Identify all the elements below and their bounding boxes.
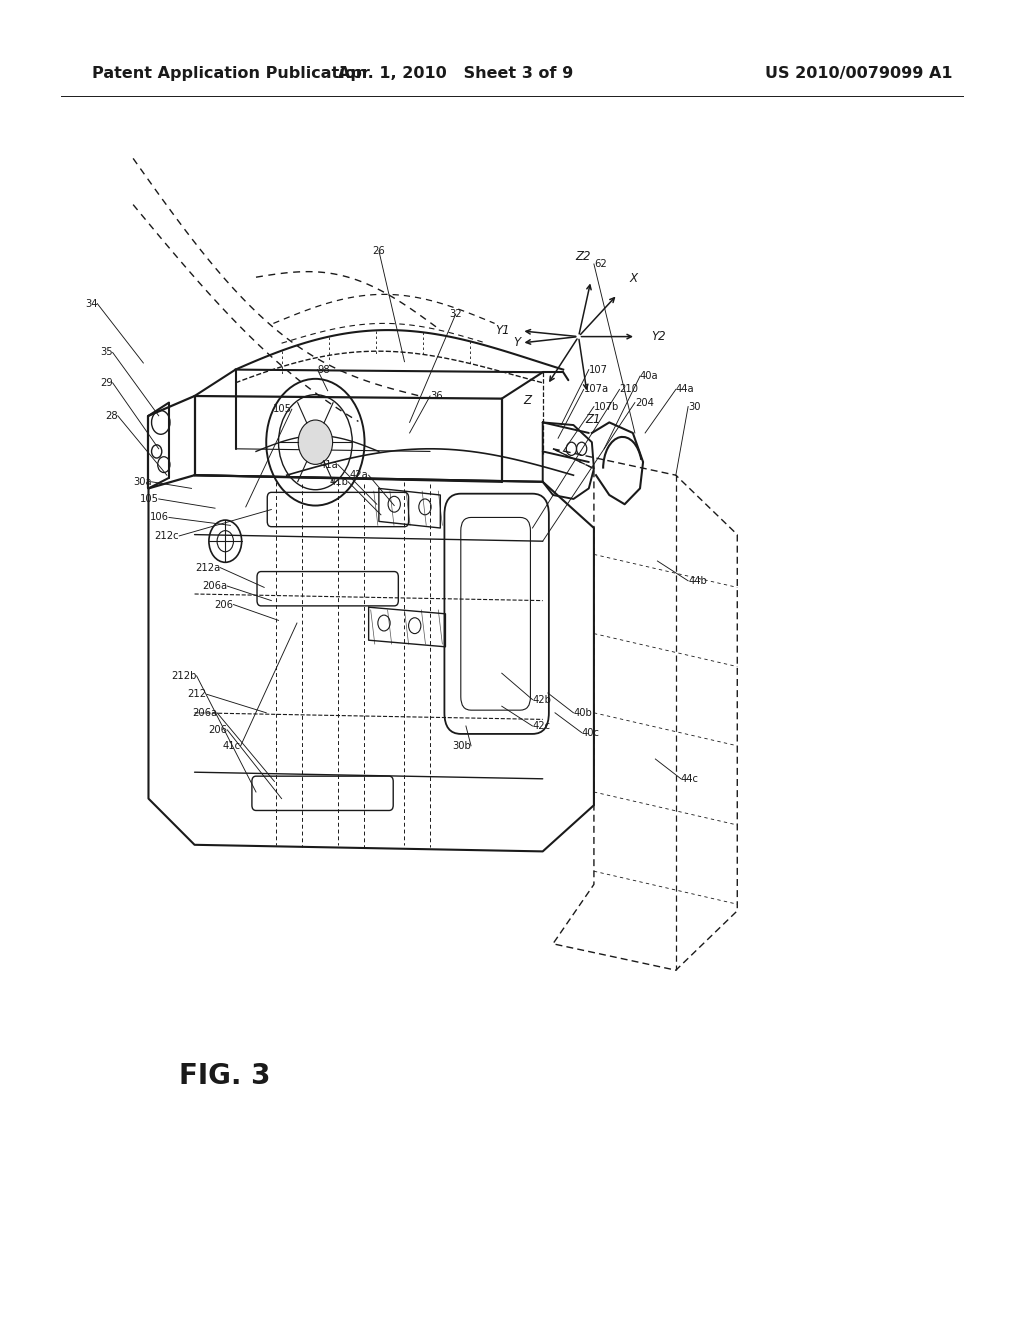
Text: 44c: 44c <box>681 774 699 784</box>
Text: 206: 206 <box>214 599 233 610</box>
Text: 212a: 212a <box>195 562 220 573</box>
Text: 41c: 41c <box>222 741 241 751</box>
Text: 42a: 42a <box>350 470 369 480</box>
Text: 30a: 30a <box>133 477 152 487</box>
Text: 105: 105 <box>139 494 159 504</box>
Text: 107b: 107b <box>594 401 620 412</box>
Text: Z2: Z2 <box>574 251 591 263</box>
Text: 206a: 206a <box>191 708 217 718</box>
Text: Z: Z <box>523 395 530 407</box>
Text: 98: 98 <box>317 364 330 375</box>
Text: Y: Y <box>513 337 520 350</box>
Text: 42c: 42c <box>532 721 551 731</box>
Text: 206: 206 <box>208 725 227 735</box>
Text: 26: 26 <box>373 246 385 256</box>
Text: 107a: 107a <box>584 384 609 395</box>
Text: 30b: 30b <box>453 741 471 751</box>
Text: 34: 34 <box>85 298 97 309</box>
Text: Y1: Y1 <box>496 325 510 338</box>
Text: 32: 32 <box>450 309 462 319</box>
Text: Patent Application Publication: Patent Application Publication <box>92 66 368 82</box>
Text: 42b: 42b <box>532 694 551 705</box>
Text: FIG. 3: FIG. 3 <box>179 1061 270 1090</box>
Text: 106: 106 <box>150 512 169 523</box>
Text: 40b: 40b <box>573 708 592 718</box>
Text: Y2: Y2 <box>651 330 666 343</box>
Text: 29: 29 <box>100 378 113 388</box>
Text: 40a: 40a <box>640 371 658 381</box>
Text: 107: 107 <box>589 364 608 375</box>
Text: 44b: 44b <box>688 576 707 586</box>
Text: 44a: 44a <box>676 384 694 395</box>
Circle shape <box>298 420 333 465</box>
Text: 40c: 40c <box>582 727 600 738</box>
Text: 30: 30 <box>688 401 700 412</box>
Text: 41a: 41a <box>319 459 338 470</box>
Text: 62: 62 <box>594 259 606 269</box>
Text: 204: 204 <box>635 397 653 408</box>
Text: 41b: 41b <box>330 477 348 487</box>
Text: Apr. 1, 2010   Sheet 3 of 9: Apr. 1, 2010 Sheet 3 of 9 <box>338 66 573 82</box>
Text: 212: 212 <box>187 689 207 700</box>
Text: US 2010/0079099 A1: US 2010/0079099 A1 <box>765 66 952 82</box>
Text: 206a: 206a <box>202 581 227 591</box>
Text: 212c: 212c <box>155 531 179 541</box>
Text: 210: 210 <box>620 384 639 395</box>
Text: 35: 35 <box>100 347 113 358</box>
Text: 28: 28 <box>105 411 118 421</box>
Text: X: X <box>630 272 638 285</box>
Text: 36: 36 <box>430 391 442 401</box>
Text: 212b: 212b <box>171 671 197 681</box>
Text: 105: 105 <box>272 404 292 414</box>
Text: Z1: Z1 <box>586 413 601 426</box>
